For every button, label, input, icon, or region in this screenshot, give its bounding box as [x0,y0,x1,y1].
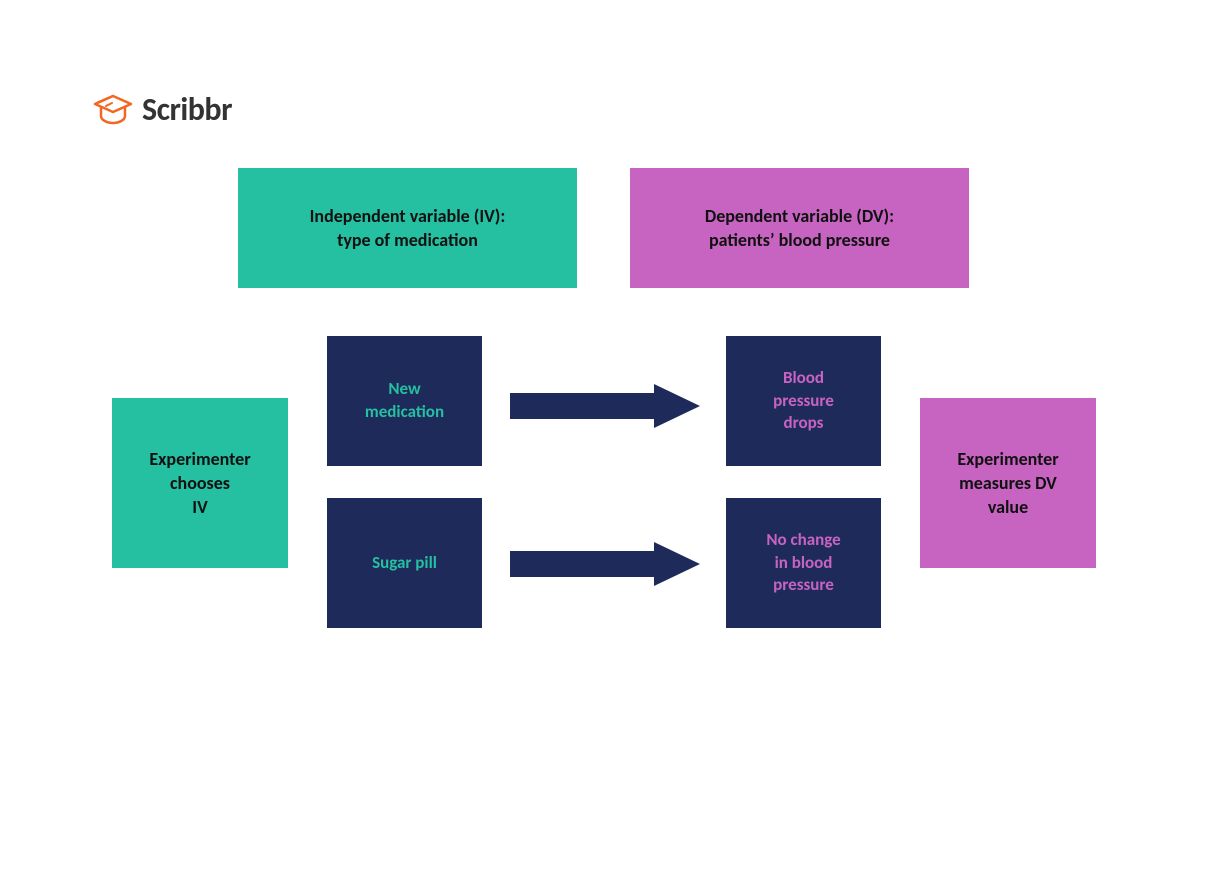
box-label: Sugar pill [372,552,437,575]
sugar-pill-box: Sugar pill [327,498,482,628]
dv-header-box: Dependent variable (DV):patients’ blood … [630,168,969,288]
experimenter-chooses-iv-box: ExperimenterchoosesIV [112,398,288,568]
box-label: No changein bloodpressure [766,529,840,598]
box-label: Independent variable (IV):type of medica… [310,204,506,253]
iv-header-box: Independent variable (IV):type of medica… [238,168,577,288]
box-label: Experimentermeasures DVvalue [957,447,1058,520]
graduation-cap-icon [92,92,134,128]
box-label: ExperimenterchoosesIV [149,447,250,520]
box-label: Bloodpressuredrops [773,367,834,436]
arrow-top [510,384,700,428]
box-label: Newmedication [365,378,444,424]
new-medication-box: Newmedication [327,336,482,466]
arrow-right-icon [510,384,700,428]
bp-drops-box: Bloodpressuredrops [726,336,881,466]
logo-text: Scribbr [142,90,232,129]
arrow-bottom [510,542,700,586]
box-label: Dependent variable (DV):patients’ blood … [705,204,894,253]
bp-no-change-box: No changein bloodpressure [726,498,881,628]
scribbr-logo: Scribbr [92,90,232,129]
arrow-right-icon [510,542,700,586]
experimenter-measures-dv-box: Experimentermeasures DVvalue [920,398,1096,568]
